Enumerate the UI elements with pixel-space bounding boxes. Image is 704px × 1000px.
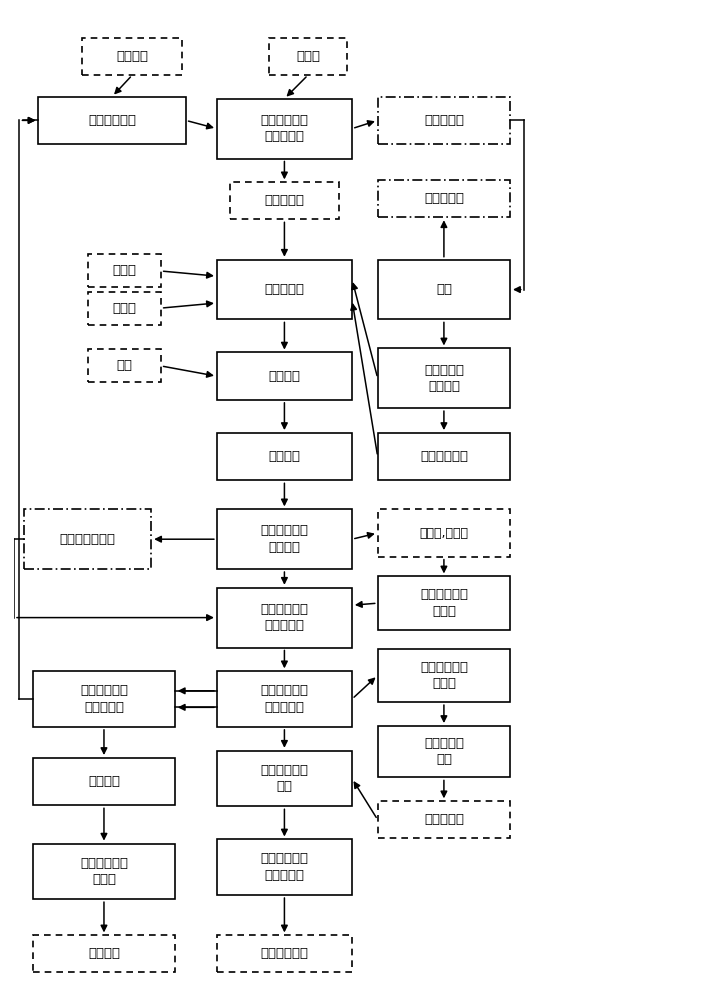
Bar	[217, 509, 352, 569]
Text: 硅酸钓溶液
精制: 硅酸钓溶液 精制	[424, 737, 464, 766]
Bar	[33, 671, 175, 727]
Text: 硬硅钓石前驱
体分离洗淤: 硬硅钓石前驱 体分离洗淤	[260, 684, 308, 714]
Bar	[82, 38, 182, 75]
Bar	[377, 260, 510, 319]
Bar	[269, 38, 347, 75]
Text: 氢氧化铝分解: 氢氧化铝分解	[420, 450, 468, 463]
Bar	[217, 671, 352, 727]
Text: 化学选矿及固
液分离洗淤: 化学选矿及固 液分离洗淤	[260, 114, 308, 143]
Text: 选矿溶剂调配: 选矿溶剂调配	[88, 114, 136, 127]
Text: 粉煤灰精矿: 粉煤灰精矿	[265, 194, 304, 207]
Text: 硅酸钓粗液: 硅酸钓粗液	[424, 114, 464, 127]
Bar	[377, 576, 510, 630]
Text: 生料浆制备: 生料浆制备	[265, 283, 304, 296]
Bar	[377, 180, 510, 217]
Bar	[88, 254, 161, 287]
Bar	[377, 801, 510, 838]
Text: 含硅铝酸钓溶
液精制: 含硅铝酸钓溶 液精制	[420, 661, 468, 690]
Bar	[217, 260, 352, 319]
Bar	[88, 349, 161, 382]
Bar	[33, 935, 175, 972]
Text: 产品沨石: 产品沨石	[88, 947, 120, 960]
Text: 硅酸二钓渣分
离及洗淤: 硅酸二钓渣分 离及洗淤	[260, 524, 308, 554]
Text: 硅酸钓精液: 硅酸钓精液	[424, 813, 464, 826]
Bar	[377, 97, 510, 144]
Text: 钓硅渣,钓硅渣: 钓硅渣,钓硅渣	[420, 527, 468, 540]
Bar	[217, 99, 352, 159]
Text: 焙烧: 焙烧	[436, 283, 452, 296]
Bar	[377, 726, 510, 777]
Text: 粉煤灰: 粉煤灰	[296, 50, 320, 63]
Text: 低硅氢氧化钓
稀溶液蕲发: 低硅氢氧化钓 稀溶液蕲发	[80, 684, 128, 714]
Bar	[377, 433, 510, 480]
Bar	[24, 509, 151, 569]
Text: 产品氧化铝: 产品氧化铝	[424, 192, 464, 205]
Text: 熟料烧结: 熟料烧结	[268, 370, 301, 383]
Text: 无烟煤: 无烟煤	[112, 302, 137, 315]
Text: 脱硅铝酸钓溶
液精制: 脱硅铝酸钓溶 液精制	[420, 588, 468, 618]
Bar	[217, 588, 352, 648]
Bar	[377, 649, 510, 702]
Bar	[217, 352, 352, 400]
Bar	[230, 182, 339, 219]
Bar	[377, 509, 510, 557]
Text: 石灰石: 石灰石	[112, 264, 137, 277]
Bar	[217, 935, 352, 972]
Text: 水热合成硬硅
钓石前驱体: 水热合成硬硅 钓石前驱体	[260, 603, 308, 632]
Bar	[217, 839, 352, 895]
Text: 熟料溶出: 熟料溶出	[268, 450, 301, 463]
Bar	[33, 844, 175, 899]
Text: 水热合成硬硅
钓石: 水热合成硬硅 钓石	[260, 764, 308, 793]
Bar	[217, 751, 352, 806]
Text: 铝酸钓分解
溶液蕲发: 铝酸钓分解 溶液蕲发	[424, 364, 464, 393]
Text: 硅酸二钓洗淤料: 硅酸二钓洗淤料	[60, 533, 115, 546]
Bar	[33, 758, 175, 805]
Bar	[377, 348, 510, 408]
Bar	[39, 97, 186, 144]
Text: 氢氧化钓: 氢氧化钓	[116, 50, 149, 63]
Bar	[217, 433, 352, 480]
Text: 烟煤: 烟煤	[116, 359, 132, 372]
Text: 产品硬硅钓石: 产品硬硅钓石	[260, 947, 308, 960]
Text: 硬硅钓石分离
洗淤及烘干: 硬硅钓石分离 洗淤及烘干	[260, 852, 308, 882]
Text: 沨石分离洗淤
及烘干: 沨石分离洗淤 及烘干	[80, 857, 128, 886]
Text: 沨石合成: 沨石合成	[88, 775, 120, 788]
Bar	[88, 292, 161, 325]
